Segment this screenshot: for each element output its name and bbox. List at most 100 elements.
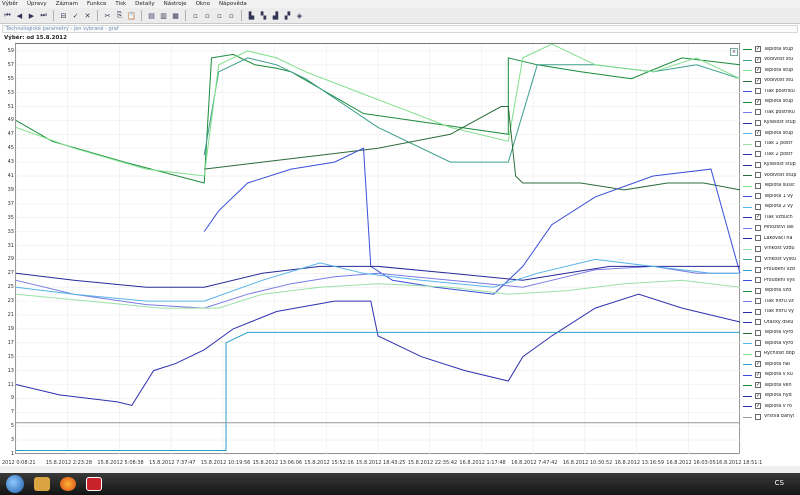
plot-close-button[interactable]: × xyxy=(730,48,738,56)
start-button[interactable] xyxy=(6,475,24,493)
legend-item[interactable]: Tlak postřiku xyxy=(743,107,800,118)
legend-checkbox[interactable] xyxy=(755,161,761,168)
legend-item[interactable]: Vlhkost výstu xyxy=(743,254,800,265)
legend-item[interactable]: Teplota výro xyxy=(743,338,800,349)
first-icon[interactable]: ⏮ xyxy=(4,11,11,19)
legend-item[interactable]: Množství lak xyxy=(743,223,800,234)
check-icon[interactable]: ✓ xyxy=(72,11,79,20)
legend-item[interactable]: Teplota sušic xyxy=(743,181,800,192)
legend-item[interactable]: ✓ Teplota hal xyxy=(743,359,800,370)
legend-checkbox[interactable]: ✓ xyxy=(755,130,761,137)
legend-checkbox[interactable]: ✓ xyxy=(755,392,761,399)
legend-item[interactable]: Kyselost stup xyxy=(743,160,800,171)
cut-icon[interactable]: ✂ xyxy=(104,11,111,20)
last-icon[interactable]: ⏭ xyxy=(40,11,47,19)
legend-item[interactable]: Tlak filtrů vý xyxy=(743,307,800,318)
menu-item[interactable]: Úpravy xyxy=(27,1,47,7)
window-2-icon[interactable]: ▥ xyxy=(160,11,167,20)
close-icon[interactable]: ✕ xyxy=(84,11,91,20)
legend-checkbox[interactable]: ✓ xyxy=(755,46,761,53)
legend-checkbox[interactable] xyxy=(755,245,761,252)
legend-item[interactable]: ✓ Vodivost stu xyxy=(743,76,800,87)
legend-checkbox[interactable] xyxy=(755,340,761,347)
legend-item[interactable]: Vlhkost vzdu xyxy=(743,244,800,255)
legend-item[interactable]: Proudění výs xyxy=(743,275,800,286)
doc-3-icon[interactable]: ▫ xyxy=(217,11,222,20)
copy-icon[interactable]: ⎘ xyxy=(116,11,123,19)
legend-item[interactable]: Teplota 1 vy xyxy=(743,191,800,202)
legend-item[interactable]: Teplota vzd xyxy=(743,286,800,297)
prev-icon[interactable]: ◀ xyxy=(16,11,23,20)
legend-checkbox[interactable] xyxy=(755,298,761,305)
menu-item[interactable]: Nápověda xyxy=(218,1,247,7)
legend-item[interactable]: ✓ Teplota stup xyxy=(743,97,800,108)
legend-item[interactable]: ✓ Teplota stup xyxy=(743,65,800,76)
series-line-7[interactable] xyxy=(15,258,740,302)
legend-item[interactable]: Tlak filtrů vz xyxy=(743,296,800,307)
next-icon[interactable]: ▶ xyxy=(28,11,35,20)
legend-checkbox[interactable]: ✓ xyxy=(755,371,761,378)
legend-item[interactable]: ✓ Teplota v ro xyxy=(743,401,800,412)
legend-item[interactable]: ✓ Vodivost stu xyxy=(743,55,800,66)
legend-checkbox[interactable] xyxy=(755,413,761,420)
legend-item[interactable]: Tlak 1 postř xyxy=(743,139,800,150)
legend-item[interactable]: ✓ Teplota ven xyxy=(743,380,800,391)
chart-1-icon[interactable]: ▙ xyxy=(248,11,255,20)
legend-checkbox[interactable]: ✓ xyxy=(755,382,761,389)
menu-item[interactable]: Okno xyxy=(195,1,210,7)
legend-item[interactable]: Lakovací na xyxy=(743,233,800,244)
legend-checkbox[interactable] xyxy=(755,256,761,263)
legend-checkbox[interactable] xyxy=(755,235,761,242)
series-line-10[interactable] xyxy=(16,331,740,451)
menu-item[interactable]: Výběr xyxy=(2,1,19,7)
paste-icon[interactable]: 📋 xyxy=(127,11,136,20)
chart-5-icon[interactable]: ◈ xyxy=(296,11,303,20)
chart-3-icon[interactable]: ▟ xyxy=(272,11,279,20)
menu-item[interactable]: Nástroje xyxy=(163,1,187,7)
menu-item[interactable]: Tisk xyxy=(115,1,127,7)
legend-checkbox[interactable] xyxy=(755,329,761,336)
doc-1-icon[interactable]: ▫ xyxy=(193,11,198,20)
series-line-1[interactable] xyxy=(203,57,741,163)
menu-item[interactable]: Funkce xyxy=(86,1,107,7)
legend-item[interactable]: ✓ Teplota stup xyxy=(743,44,800,55)
legend-item[interactable]: Proudění vzd xyxy=(743,265,800,276)
legend-checkbox[interactable] xyxy=(755,266,761,273)
legend-checkbox[interactable] xyxy=(755,140,761,147)
legend-checkbox[interactable] xyxy=(755,151,761,158)
legend-item[interactable]: Vrstva banyi xyxy=(743,412,800,423)
chart-4-icon[interactable]: ▞ xyxy=(284,11,291,20)
legend-item[interactable]: Teplota 2 vy xyxy=(743,202,800,213)
legend-checkbox[interactable] xyxy=(755,350,761,357)
legend-checkbox[interactable]: ✓ xyxy=(755,77,761,84)
legend-item[interactable]: Teplota výro xyxy=(743,328,800,339)
legend-checkbox[interactable]: ✓ xyxy=(755,98,761,105)
series-line-3[interactable] xyxy=(204,106,741,191)
legend-item[interactable]: Kyselost stup xyxy=(743,118,800,129)
legend-checkbox[interactable] xyxy=(755,109,761,116)
legend-checkbox[interactable] xyxy=(755,224,761,231)
series-line-8[interactable] xyxy=(15,279,741,309)
legend-checkbox[interactable] xyxy=(755,119,761,126)
legend-checkbox[interactable] xyxy=(755,287,761,294)
legend-item[interactable]: Rychlost dop xyxy=(743,349,800,360)
legend-item[interactable]: ✓ Teplota v ku xyxy=(743,370,800,381)
legend-item[interactable]: ✓ Teplota stup xyxy=(743,128,800,139)
legend-checkbox[interactable]: ✓ xyxy=(755,361,761,368)
menu-item[interactable]: Záznam xyxy=(55,1,78,7)
legend-checkbox[interactable] xyxy=(755,319,761,326)
app-taskbar-icon[interactable] xyxy=(86,477,102,491)
legend-item[interactable]: Otáčky dsku xyxy=(743,317,800,328)
series-line-5[interactable] xyxy=(15,265,740,309)
legend-checkbox[interactable]: ✓ xyxy=(755,214,761,221)
legend-item[interactable]: ✓ Teplota hyd xyxy=(743,391,800,402)
zoom-out-icon[interactable]: ⊟ xyxy=(60,11,67,20)
series-line-9[interactable] xyxy=(15,293,741,406)
legend-checkbox[interactable] xyxy=(755,193,761,200)
legend-checkbox[interactable]: ✓ xyxy=(755,56,761,63)
legend-checkbox[interactable]: ✓ xyxy=(755,67,761,74)
legend-item[interactable]: Vodivost stup xyxy=(743,170,800,181)
window-3-icon[interactable]: ▦ xyxy=(172,11,179,20)
legend-checkbox[interactable] xyxy=(755,182,761,189)
